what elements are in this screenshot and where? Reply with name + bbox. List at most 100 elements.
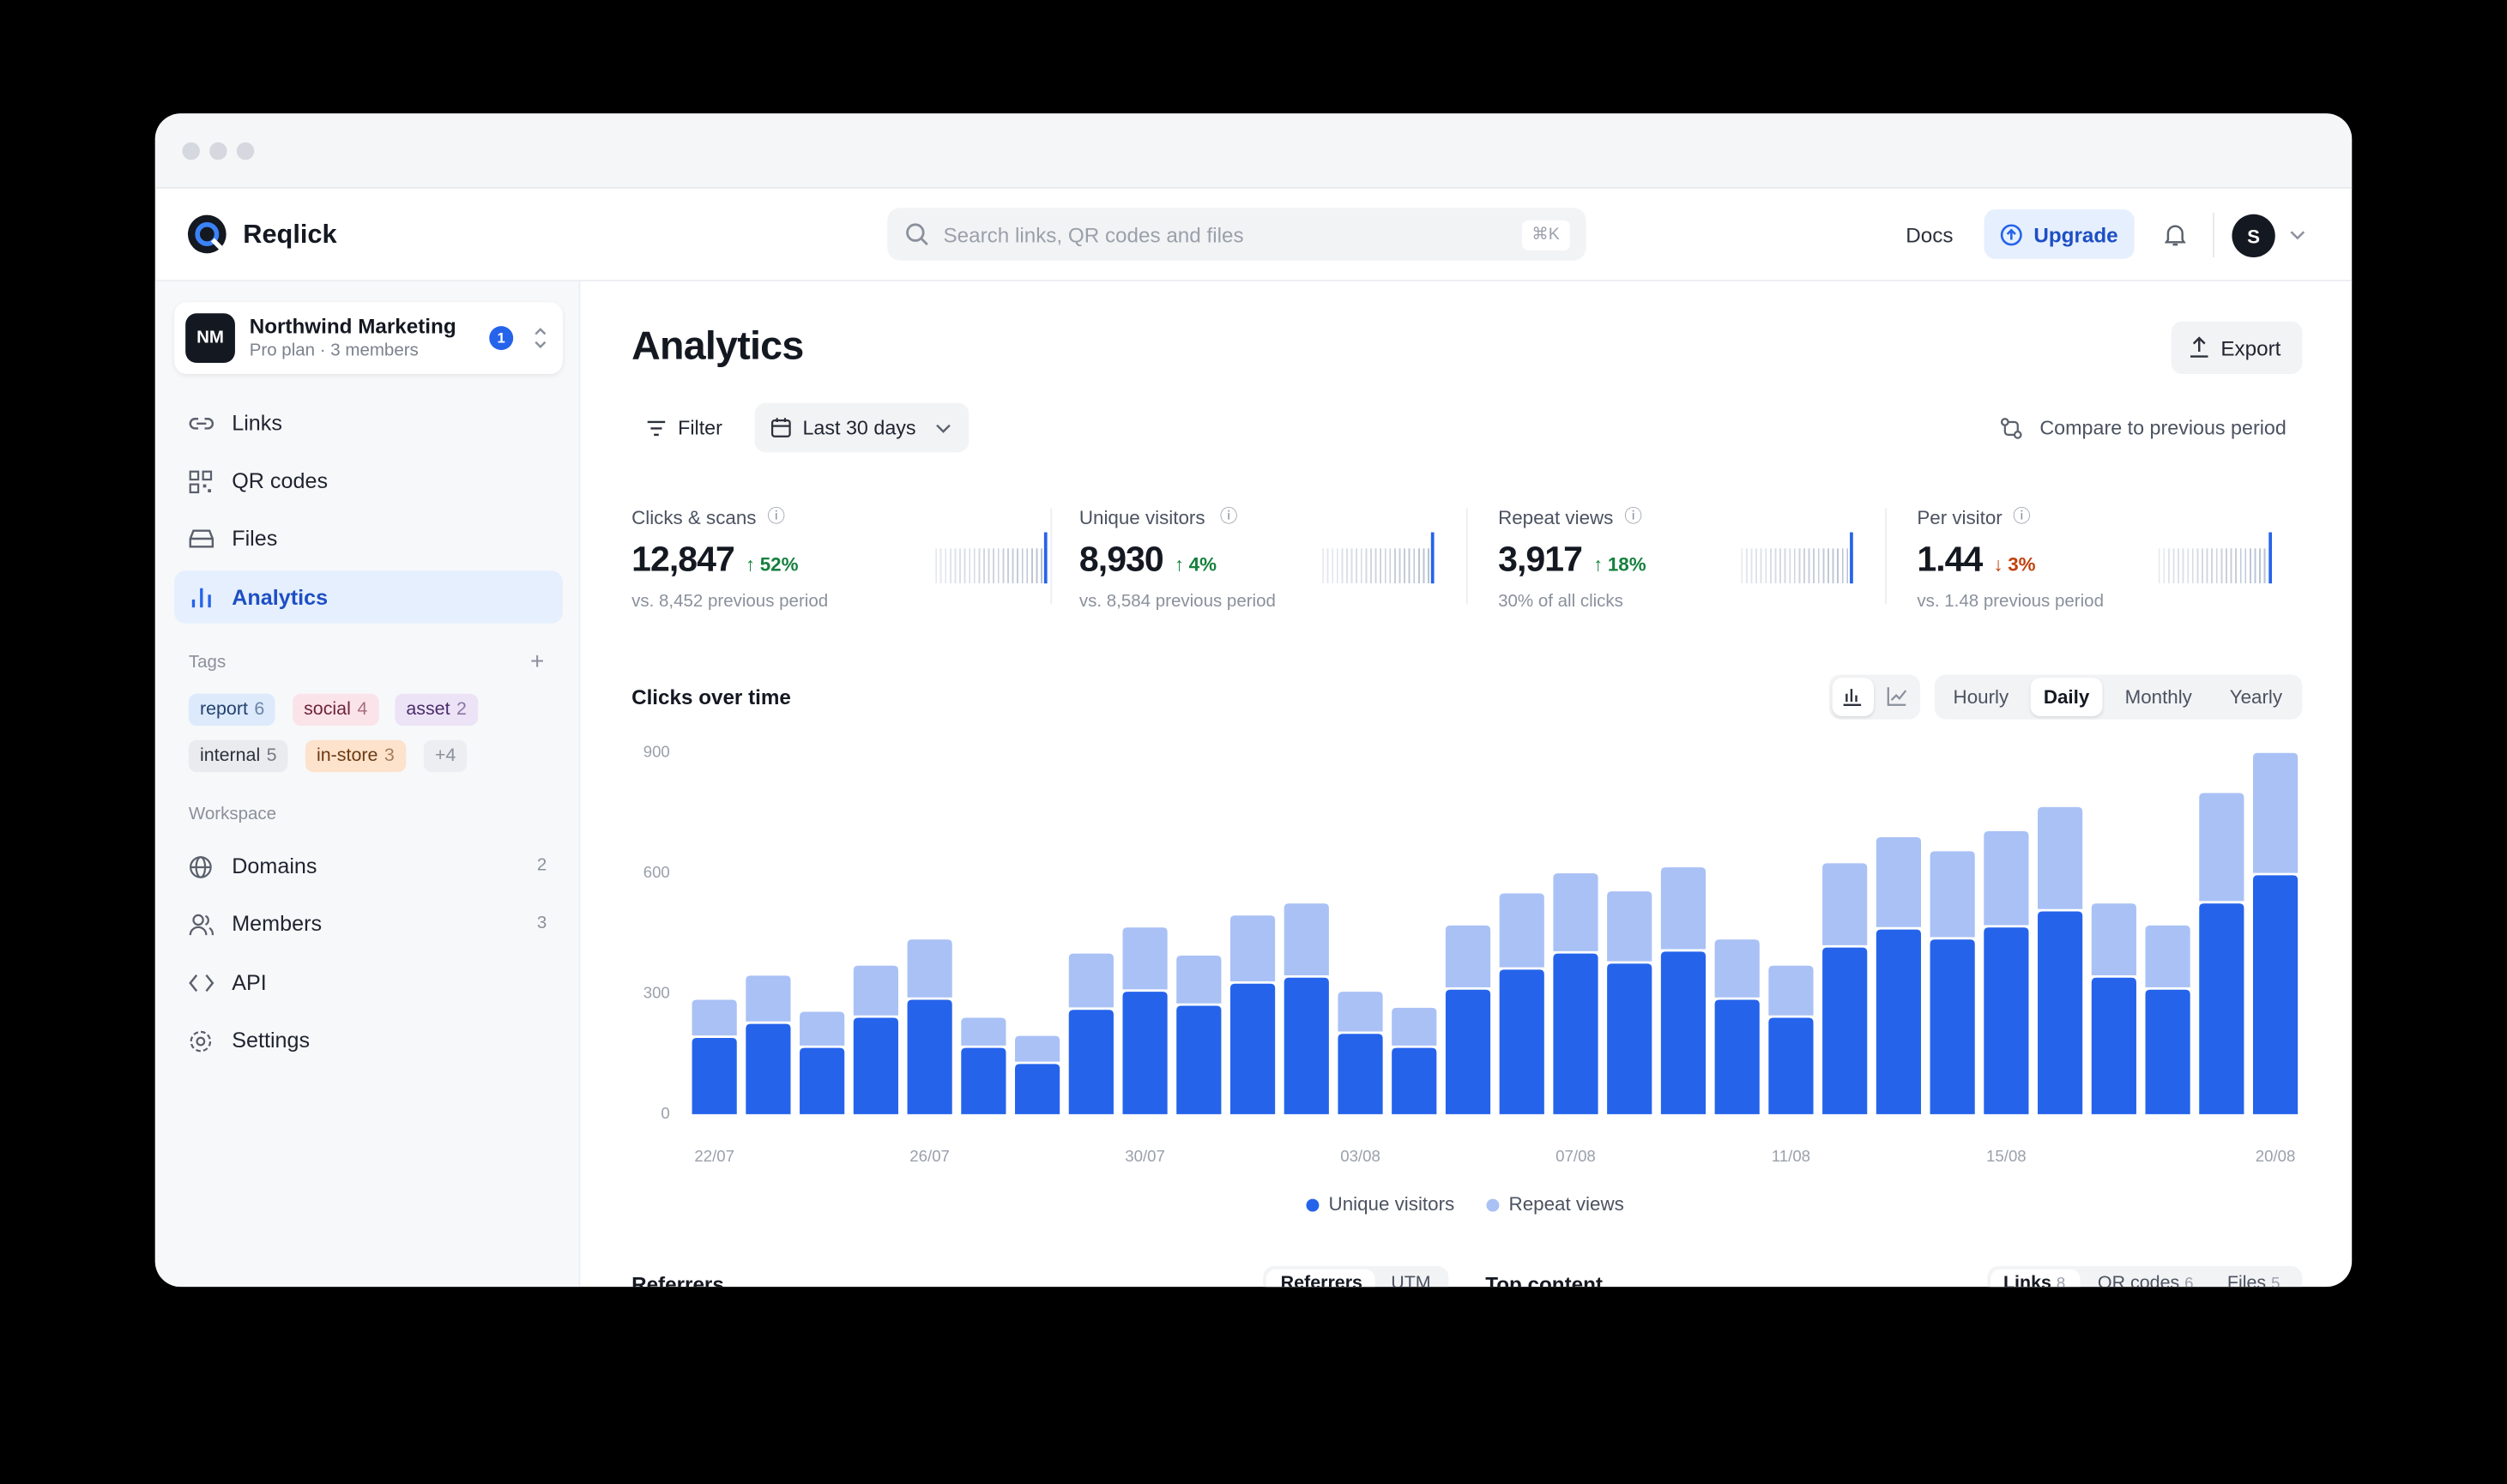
bar-segment [1229,915,1276,981]
avatar-initial: S [2247,224,2261,247]
workspace-avatar [185,313,235,364]
search-placeholder: Search links, QR codes and files [943,222,1244,247]
bar-segment [1284,903,1329,975]
title-bar [154,113,2353,189]
element [2003,420,2019,436]
tag[interactable]: in-store 3 [305,739,406,773]
nav-item[interactable]: API [232,970,267,995]
info-icon: ⓘ [2013,507,2031,528]
element [2190,336,2208,358]
compare-button[interactable]: Compare to previous period [2039,416,2287,439]
kpi-sub: vs. 8,584 previous period [1078,592,1276,612]
api-icon [189,974,214,992]
search-box[interactable] [887,208,1586,261]
filter-button[interactable]: Filter [678,416,722,439]
tab-label: Links [2003,1274,2051,1288]
bar-segment [1660,951,1707,1114]
tab[interactable]: Referrers [1280,1274,1362,1288]
nav-item[interactable]: Files [232,526,278,551]
tab[interactable]: Links 8 [2003,1274,2066,1288]
period-option[interactable]: Yearly [2229,685,2283,709]
tag-name: asset [406,700,450,720]
more-tags[interactable]: +4 [423,739,468,773]
sparkline [935,548,1048,584]
bell-icon[interactable] [2163,222,2187,248]
tab[interactable]: QR codes 6 [2097,1274,2194,1288]
element [936,424,951,433]
element [202,484,207,488]
element [189,914,214,936]
nav-item[interactable]: Members [232,911,323,936]
nav-active-bg [174,570,563,624]
bar-segment [1445,925,1491,988]
sparkline [1322,548,1435,584]
period-option[interactable]: Hourly [1953,685,2009,709]
bar-segment [800,1047,845,1114]
tab-count: 6 [2184,1276,2194,1288]
period-option[interactable]: Monthly [2124,685,2192,709]
export-icon [2190,336,2208,358]
bar-segment [2199,903,2244,1114]
section-title: Top content [1485,1272,1604,1288]
element [2000,224,2022,246]
bar-segment [1984,830,2029,926]
bar-segment [853,965,898,1016]
bar-segment [2199,793,2244,902]
files-icon [189,529,214,548]
legend-label: Unique visitors [1329,1193,1455,1215]
tag-count: 4 [357,700,368,720]
tab[interactable]: Files 5 [2227,1275,2280,1287]
bar-segment [692,1037,737,1114]
workspace-initials: NM [196,328,224,347]
export-button[interactable] [2171,321,2303,375]
tag[interactable]: asset 2 [395,693,479,727]
members-icon [189,914,214,936]
tag[interactable]: social 4 [293,693,379,727]
info-icon: ⓘ [1624,507,1642,528]
avatar[interactable] [2232,214,2275,258]
bar-toggle[interactable] [1832,678,1875,716]
tab-count: 8 [2056,1276,2066,1288]
bar-segment [1392,1047,1437,1114]
kpi-value: 8,930 [1078,538,1164,579]
settings-icon [190,1030,212,1053]
y-tick-label: 600 [643,863,670,881]
bar-segment [907,939,952,998]
kpi-arrow: ↑ [1174,552,1185,576]
x-tick-label: 15/08 [1986,1147,2027,1165]
line-chart-icon[interactable] [1887,685,1907,706]
export-label: Export [2220,336,2281,361]
element [195,222,220,246]
nav-item[interactable]: Links [232,411,282,436]
tab[interactable]: UTM [1391,1274,1431,1288]
tab-label: QR codes [2097,1274,2180,1288]
bar-segment [1822,947,1868,1114]
docs-link[interactable]: Docs [1906,222,1954,247]
x-tick-label: 26/07 [909,1147,950,1165]
kpi-row: 1.44 ↓ 3% [1917,541,2035,577]
nav-item[interactable]: Domains [232,854,317,878]
element [906,223,925,242]
nav-item[interactable]: Settings [232,1028,311,1053]
period-option-active[interactable]: Daily [2043,685,2090,709]
nav-item-active[interactable]: Analytics [232,585,329,610]
element [189,483,200,494]
tag-count: 2 [456,700,467,720]
chevron-icon [936,424,951,433]
logo [187,214,227,254]
add-tag[interactable]: + [529,648,545,676]
tag[interactable]: internal 5 [188,739,288,773]
upgrade-button[interactable] [1984,209,2135,259]
nav-item[interactable]: QR codes [232,468,329,493]
section-label: Tags [188,653,227,673]
globe-icon [190,856,212,878]
x-tick-label: 03/08 [1340,1147,1380,1165]
element [191,588,211,608]
info-icon: ⓘ [1219,507,1238,528]
bar-segment [1607,963,1652,1114]
tag[interactable]: report 6 [188,693,276,727]
switch-icon [535,328,547,349]
workspace-badge [489,326,514,351]
kpi-row: 8,930 ↑ 4% [1078,538,1217,579]
